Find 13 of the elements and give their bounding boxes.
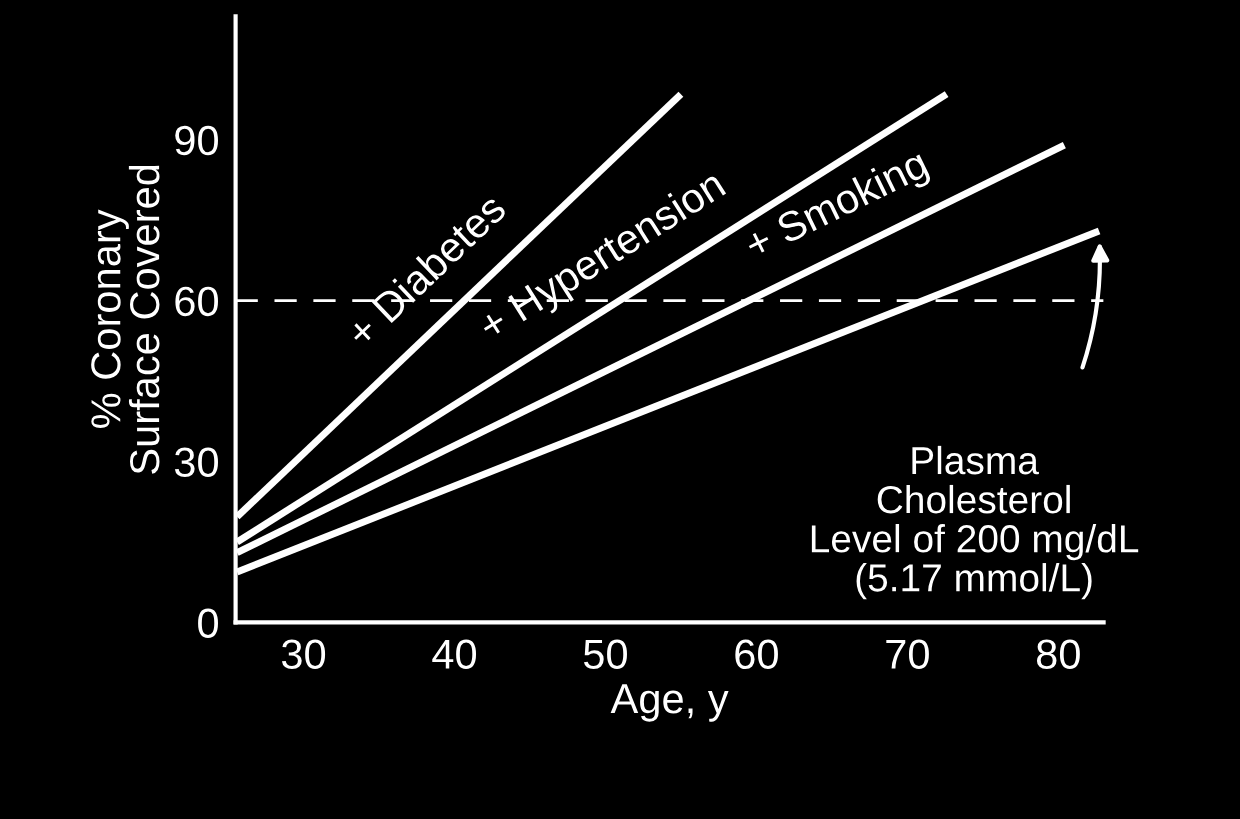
y-tick-label: 0 [198,608,218,638]
y-tick-label: 30 [174,447,218,478]
y-tick-label: 60 [175,286,218,317]
x-tick-label: 80 [1036,639,1080,670]
x-tick-label: 40 [432,639,477,670]
x-tick-label: 60 [735,639,778,670]
x-tick-label: 70 [886,639,929,670]
y-axis-title: % Coronary Surface Covered [91,165,160,474]
text: Plasma Cholesterol Level of 200 mg/dL (5.17 mmol/L) [811,445,1139,600]
x-axis-title: Age, y [610,684,729,722]
x-tick-label: 30 [281,639,326,670]
y-tick-label: 90 [175,125,218,156]
x-tick-label: 50 [583,639,627,670]
